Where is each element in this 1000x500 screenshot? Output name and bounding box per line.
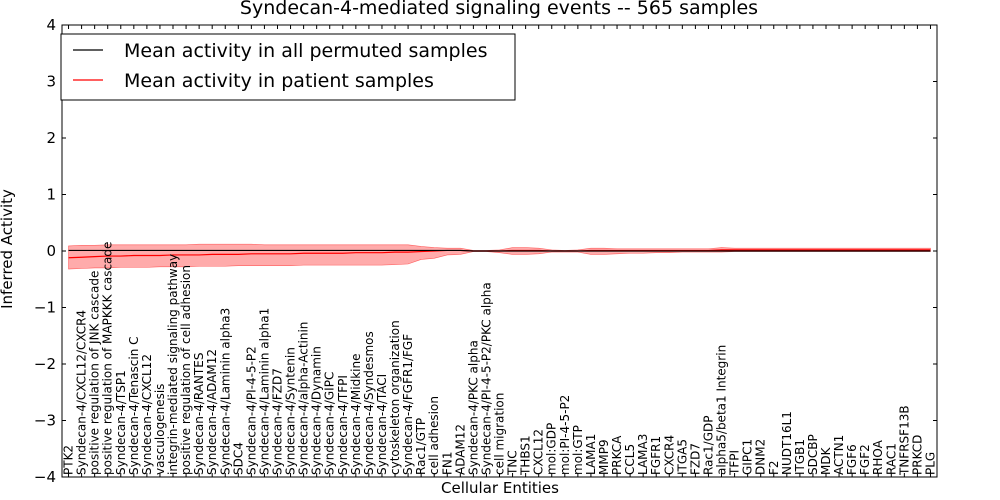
- x-category-label: cell migration: [493, 393, 507, 475]
- x-category-label: FN1: [440, 451, 454, 475]
- x-category-label: LAMA1: [584, 434, 598, 475]
- y-tick-label: −1: [34, 299, 56, 317]
- x-category-label: Syndecan-4/TSP1: [114, 370, 128, 475]
- y-tick-label: 4: [46, 16, 56, 34]
- x-category-label: RHOA: [871, 439, 885, 475]
- x-category-label: alpha5/beta1 Integrin: [715, 345, 729, 475]
- x-category-label: Syndecan-4/PI-4-5-P2/PKC alpha: [479, 282, 493, 475]
- x-category-label: Syndecan-4/TACI: [375, 374, 389, 475]
- x-category-label: Syndecan-4/Dynamin: [310, 346, 324, 475]
- y-tick-label: 2: [46, 129, 56, 147]
- y-tick-label: −4: [34, 468, 56, 486]
- x-category-label: Syndecan-4/FGFR1/FGF: [401, 334, 415, 475]
- y-tick-label: 1: [46, 186, 56, 204]
- legend-label-permuted: Mean activity in all permuted samples: [124, 40, 487, 62]
- patient-spread-band: [68, 243, 931, 270]
- plot-area: −4 −3 −2 −1 0 1 2 3 4 PTK2 Syndecan-4/CXCL12/CXCR4…: [34, 16, 938, 486]
- x-category-label: Syndecan-4/FZD7: [270, 368, 284, 475]
- x-category-label: positive regulation of cell adhesion: [179, 265, 193, 475]
- x-category-label: F2: [767, 460, 781, 475]
- x-category-label: GIPC1: [741, 439, 755, 475]
- x-category-label: cytoskeleton organization: [388, 320, 402, 475]
- x-category-label: RAC1: [884, 443, 898, 475]
- x-category-label: Rac1/GTP: [414, 418, 428, 475]
- x-category-label: mol:GTP: [571, 425, 585, 475]
- x-category-label: PRKCD: [910, 435, 924, 475]
- x-category-label: vasculogenesis: [153, 384, 167, 475]
- x-category-label: ITGB1: [793, 439, 807, 475]
- x-category-label: cell adhesion: [427, 396, 441, 475]
- x-category-label: Syndecan-4/Tenascin C: [127, 336, 141, 475]
- x-category-label: FGF6: [845, 444, 859, 475]
- x-category-label: Syndecan-4/GIPC: [323, 372, 337, 475]
- x-category-label: LAMA3: [636, 434, 650, 475]
- x-category-label: FGF2: [858, 444, 872, 475]
- x-category-label: Syndecan-4/CXCL12/CXCR4: [75, 310, 89, 475]
- x-category-label: Syndecan-4/TFPI: [336, 375, 350, 475]
- x-category-label: Syndecan-4/PI-4-5-P2: [244, 346, 258, 475]
- x-category-label: TFPI: [728, 450, 742, 476]
- x-category-label: PRKCA: [610, 435, 624, 475]
- x-category-label: positive regulation of JNK cascade: [88, 271, 102, 475]
- x-category-label: FGFR1: [649, 436, 663, 475]
- x-category-label: CCL5: [623, 444, 637, 475]
- x-category-label: MMP9: [597, 439, 611, 475]
- x-category-label: ITGA5: [675, 439, 689, 475]
- x-category-label: PTK2: [62, 445, 76, 475]
- x-category-label: Syndecan-4/alpha-Actinin: [297, 322, 311, 475]
- legend-label-patient: Mean activity in patient samples: [124, 70, 434, 92]
- x-category-label: DNM2: [754, 439, 768, 475]
- x-category-label: CXCR4: [662, 435, 676, 475]
- x-category-label: Syndecan-4/Laminin alpha1: [257, 308, 271, 475]
- x-category-label: Syndecan-4/PKC alpha: [466, 340, 480, 475]
- x-category-label: Rac1/GDP: [701, 416, 715, 475]
- x-category-label: CXCL12: [532, 429, 546, 475]
- chart-title: Syndecan-4-mediated signaling events -- …: [240, 0, 758, 19]
- x-category-label: FZD7: [688, 443, 702, 475]
- x-category-label: NUDT16L1: [780, 411, 794, 475]
- x-category-label: SDCBP: [806, 434, 820, 475]
- x-category-label: ACTN1: [832, 435, 846, 475]
- x-category-label: positive regulation of MAPKKK cascade: [101, 242, 115, 475]
- x-category-label: Syndecan-4/RANTES: [192, 353, 206, 475]
- y-tick-label: −3: [34, 412, 56, 430]
- x-category-label: Syndecan-4/Midkine: [349, 354, 363, 475]
- x-category-label: MDK: [819, 446, 833, 475]
- x-category-label: TNC: [506, 450, 520, 476]
- y-tick-label: 3: [46, 73, 56, 91]
- x-category-label: SDC4: [231, 442, 245, 475]
- y-tick-label: 0: [46, 242, 56, 260]
- x-category-label: Syndecan-4/Syndesmos: [362, 331, 376, 475]
- x-category-label: Syndecan-4/Syntenin: [284, 347, 298, 475]
- x-category-label: ADAM12: [453, 424, 467, 475]
- x-category-label: Syndecan-4/Laminin alpha3: [218, 308, 232, 475]
- x-category-label: integrin-mediated signaling pathway: [166, 254, 180, 475]
- x-category-label: Syndecan-4/CXCL12: [140, 354, 154, 475]
- x-category-label: mol:PI-4-5-P2: [558, 395, 572, 475]
- legend: Mean activity in all permuted samples Me…: [60, 33, 516, 101]
- x-category-label: mol:GDP: [545, 423, 559, 475]
- x-category-label: PLG: [923, 452, 937, 475]
- y-tick-label: −2: [34, 355, 56, 373]
- x-category-label: TNFRSF13B: [897, 405, 911, 476]
- x-axis-label: Cellular Entities: [441, 479, 559, 497]
- y-axis-label: Inferred Activity: [0, 189, 16, 309]
- series-line-permuted: [68, 249, 931, 252]
- x-category-label: Syndecan-4/ADAM12: [205, 349, 219, 475]
- x-category-label: THBS1: [519, 435, 533, 476]
- legend-box: [60, 33, 516, 101]
